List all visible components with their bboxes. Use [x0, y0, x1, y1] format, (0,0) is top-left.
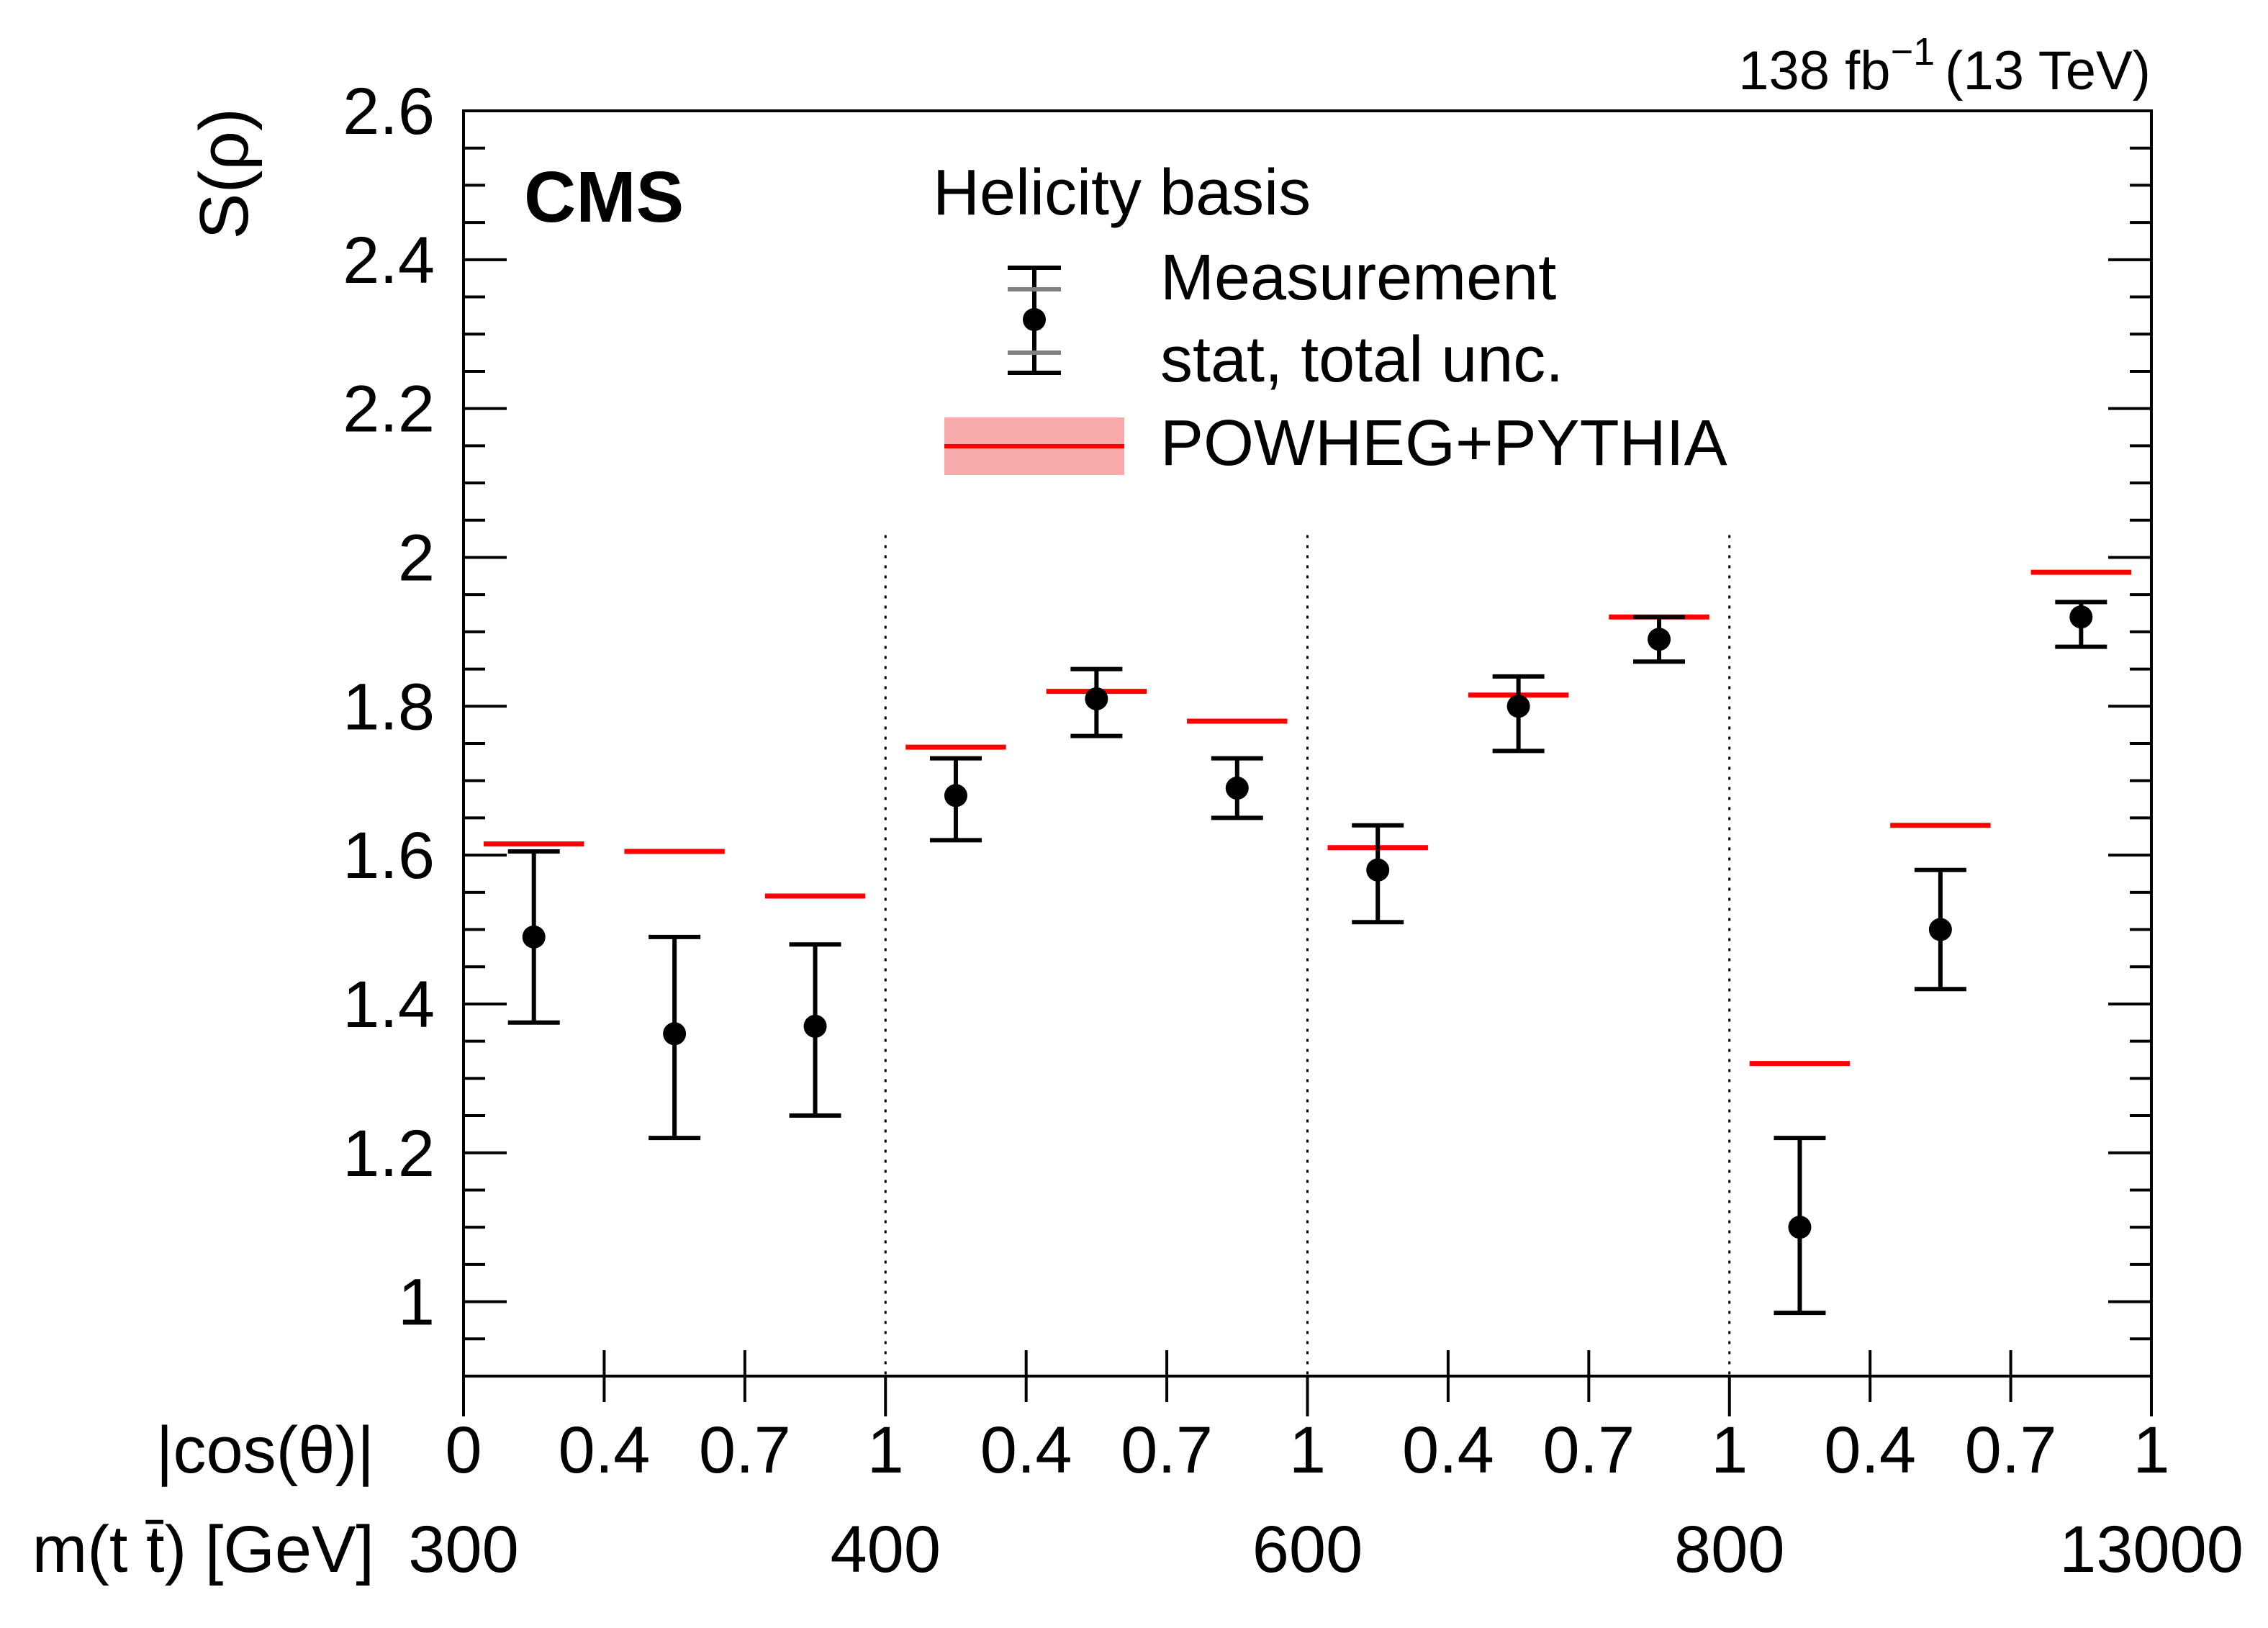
x-cos-tick-label: 1 [2133, 1414, 2169, 1487]
measurement-series [507, 600, 2107, 1316]
bin-dividers [884, 535, 1731, 1376]
cms-label: CMS [524, 157, 684, 238]
x-cos-tick-label: 0.7 [1965, 1414, 2057, 1487]
x-cos-tick-label: 0.7 [1542, 1414, 1635, 1487]
y-tick-label: 2 [398, 521, 435, 594]
x-cos-tick-label: 0.4 [980, 1414, 1072, 1487]
data-point [1506, 695, 1530, 718]
y-tick-label: 2.6 [343, 75, 435, 148]
x-cos-tick-label: 0 [445, 1414, 482, 1487]
legend-label-stat-total: stat, total unc. [1160, 324, 1563, 396]
legend-label-powheg: POWHEG+PYTHIA [1160, 407, 1727, 479]
data-point [1225, 777, 1249, 800]
data-point [944, 784, 967, 808]
data-point [1085, 687, 1108, 710]
legend: Helicity basis Measurement stat, total u… [933, 157, 1727, 479]
x-cos-tick-label: 0.4 [1824, 1414, 1916, 1487]
data-point [522, 925, 546, 949]
y-axis: 1 1.2 1.4 1.6 1.8 2 2.2 2.4 2.6 [343, 75, 2151, 1378]
x-axis: 0 0.4 0.7 1 0.4 0.7 1 0.4 0.7 1 0.4 0.7 1 300 400 600 80… [408, 1350, 2244, 1586]
mass-row-label: m(t t̄) [GeV] [32, 1513, 374, 1586]
x-cos-tick-label: 1 [1289, 1414, 1326, 1487]
y-tick-label: 2.2 [343, 373, 435, 446]
band-line-icon [944, 417, 1124, 475]
x-mass-tick-label: 400 [831, 1513, 941, 1586]
data-point [1366, 858, 1390, 882]
y-tick-label: 1.4 [343, 968, 435, 1041]
data-point [2069, 605, 2093, 629]
x-mass-tick-label: 800 [1674, 1513, 1785, 1586]
y-tick-label: 2.4 [343, 224, 435, 297]
cos-row-label: |cos(θ)| [156, 1414, 374, 1487]
x-mass-tick-label: 13000 [2059, 1513, 2244, 1586]
legend-title: Helicity basis [933, 157, 1311, 229]
y-tick-label: 1.8 [343, 670, 435, 743]
y-tick-label: 1.6 [343, 819, 435, 892]
x-cos-tick-label: 1 [867, 1414, 904, 1487]
x-cos-tick-label: 0.4 [558, 1414, 650, 1487]
data-point [1648, 628, 1671, 651]
x-cos-tick-label: 0.4 [1402, 1414, 1494, 1487]
data-point [1788, 1216, 1812, 1239]
errorbar-icon [1008, 266, 1061, 375]
y-tick-label: 1.2 [343, 1117, 435, 1190]
y-tick-label: 1 [398, 1266, 435, 1339]
x-cos-tick-label: 0.7 [1121, 1414, 1213, 1487]
data-point [663, 1022, 687, 1046]
x-mass-tick-label: 600 [1252, 1513, 1363, 1586]
x-mass-tick-label: 300 [408, 1513, 519, 1586]
lumi-label: 138 fb−1 (13 TeV) [1738, 30, 2151, 101]
legend-label-measurement: Measurement [1160, 242, 1556, 314]
data-point [1928, 918, 1952, 941]
x-cos-tick-label: 1 [1711, 1414, 1748, 1487]
y-axis-label: S(ρ) [186, 108, 263, 240]
x-cos-tick-label: 0.7 [699, 1414, 791, 1487]
data-point [803, 1014, 827, 1038]
